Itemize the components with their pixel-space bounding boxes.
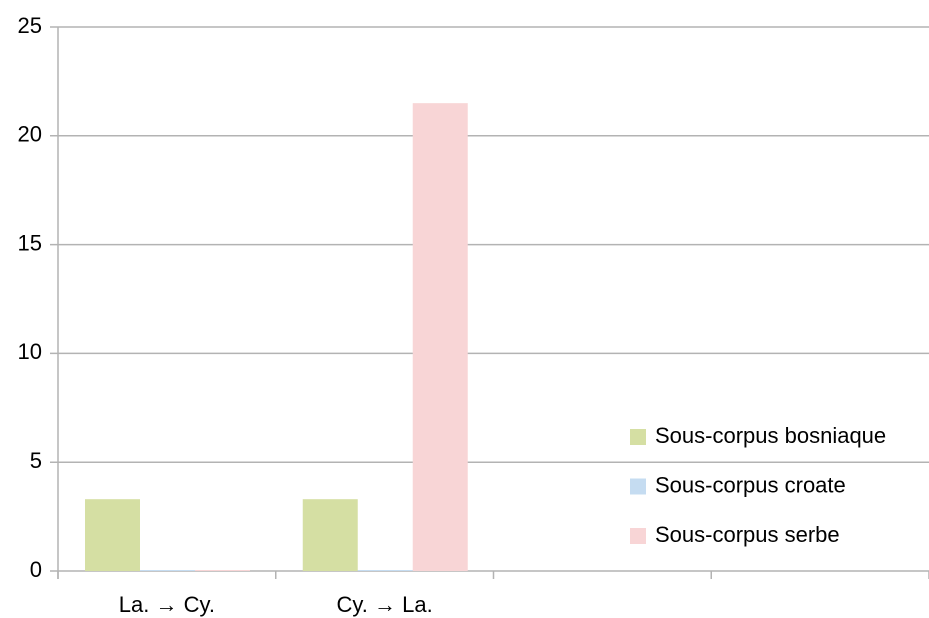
y-tick-label: 25 xyxy=(18,13,42,38)
legend-swatch xyxy=(630,528,646,544)
legend-label: Sous-corpus croate xyxy=(655,472,846,497)
bar xyxy=(412,103,468,571)
bar xyxy=(140,570,195,571)
legend-label: Sous-corpus bosniaque xyxy=(655,423,886,448)
y-tick-label: 5 xyxy=(30,448,42,473)
y-tick-label: 15 xyxy=(18,230,42,255)
bar xyxy=(302,499,358,571)
y-tick-label: 10 xyxy=(18,339,42,364)
legend-label: Sous-corpus serbe xyxy=(655,522,840,547)
bar xyxy=(357,570,413,571)
bar xyxy=(85,499,140,571)
y-tick-label: 20 xyxy=(18,122,42,147)
legend-swatch xyxy=(630,429,646,445)
legend-swatch xyxy=(630,478,646,495)
bar xyxy=(195,570,250,571)
y-tick-label: 0 xyxy=(30,557,42,582)
x-tick-label: La. → Cy. xyxy=(119,592,215,617)
x-tick-label: Cy. → La. xyxy=(337,592,433,617)
